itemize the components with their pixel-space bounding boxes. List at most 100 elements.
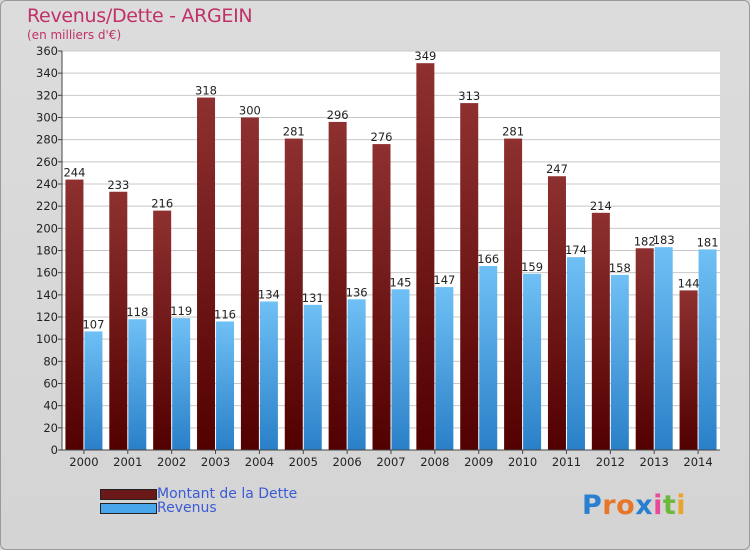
y-tick-label: 60 <box>43 377 58 391</box>
data-label-debt: 233 <box>107 178 129 192</box>
data-label-debt: 296 <box>327 108 349 122</box>
x-tick-label: 2000 <box>69 455 98 469</box>
x-tick-label: 2011 <box>552 455 581 469</box>
x-tick-label: 2013 <box>640 455 669 469</box>
x-tick-label: 2004 <box>245 455 274 469</box>
x-tick-label: 2005 <box>289 455 318 469</box>
chart-subtitle: (en milliers d'€) <box>27 28 122 42</box>
bar-revenue <box>391 289 410 450</box>
x-tick-label: 2007 <box>376 455 405 469</box>
bar-debt <box>416 63 435 451</box>
y-tick-label: 140 <box>36 288 58 302</box>
y-tick-label: 340 <box>36 66 58 80</box>
data-label-revenue: 134 <box>258 287 280 301</box>
bar-debt <box>240 117 259 450</box>
bar-revenue <box>259 301 278 450</box>
y-tick-label: 160 <box>36 266 58 280</box>
data-label-revenue: 118 <box>126 305 148 319</box>
data-label-debt: 300 <box>239 104 261 118</box>
data-label-debt: 144 <box>678 276 700 290</box>
bar-debt <box>504 138 523 450</box>
x-tick-label: 2002 <box>157 455 186 469</box>
y-tick-label: 220 <box>36 199 58 213</box>
logo-letter: P <box>582 490 603 521</box>
bar-debt <box>591 212 610 450</box>
bar-revenue <box>610 274 629 450</box>
y-tick-label: 240 <box>36 177 58 191</box>
data-label-revenue: 147 <box>433 273 455 287</box>
data-label-revenue: 158 <box>609 261 631 275</box>
proxiti-logo: Proxiti <box>582 490 686 521</box>
logo-letter: i <box>676 490 687 521</box>
bar-debt <box>547 176 566 450</box>
data-label-revenue: 166 <box>477 252 499 266</box>
x-tick-label: 2001 <box>113 455 142 469</box>
data-label-revenue: 136 <box>346 285 368 299</box>
legend-label-debt: Montant de la Dette <box>157 486 298 502</box>
y-tick-label: 260 <box>36 155 58 169</box>
bar-revenue <box>698 249 717 450</box>
x-tick-label: 2009 <box>464 455 493 469</box>
bar-debt <box>679 290 698 450</box>
data-label-debt: 182 <box>634 234 656 248</box>
y-tick-label: 80 <box>43 354 58 368</box>
data-label-revenue: 183 <box>653 233 675 247</box>
legend-swatch-revenue <box>100 503 157 514</box>
data-label-debt: 214 <box>590 199 612 213</box>
bar-revenue <box>523 273 542 450</box>
data-label-debt: 281 <box>283 125 305 139</box>
bar-revenue <box>303 304 322 450</box>
bar-revenue <box>84 331 103 450</box>
y-tick-label: 200 <box>36 221 58 235</box>
bar-debt <box>65 179 84 451</box>
bar-revenue <box>479 266 498 450</box>
x-tick-label: 2003 <box>201 455 230 469</box>
data-label-debt: 216 <box>151 197 173 211</box>
data-label-debt: 247 <box>546 162 568 176</box>
logo-letter: i <box>653 490 663 521</box>
legend-swatch-debt <box>100 489 157 500</box>
data-label-debt: 244 <box>63 166 85 180</box>
logo-letter: r <box>602 490 617 521</box>
y-tick-label: 100 <box>36 332 58 346</box>
y-tick-label: 280 <box>36 133 58 147</box>
bar-revenue <box>347 299 366 450</box>
bar-revenue <box>216 321 235 450</box>
bar-revenue <box>128 319 147 450</box>
bar-debt <box>372 144 391 450</box>
x-tick-label: 2014 <box>683 455 712 469</box>
bar-debt <box>197 97 216 451</box>
data-label-debt: 349 <box>414 49 436 63</box>
data-label-revenue: 107 <box>82 317 104 331</box>
y-tick-label: 320 <box>36 88 58 102</box>
y-tick-label: 360 <box>36 44 58 58</box>
data-label-revenue: 131 <box>302 291 324 305</box>
data-label-debt: 313 <box>458 89 480 103</box>
y-tick-label: 20 <box>43 421 58 435</box>
logo-letter: o <box>616 490 636 521</box>
data-label-debt: 281 <box>502 125 524 139</box>
bar-revenue <box>566 257 585 450</box>
bar-revenue <box>172 318 191 450</box>
data-label-revenue: 174 <box>565 243 587 257</box>
data-label-revenue: 181 <box>697 235 719 249</box>
chart-title: Revenus/Dette - ARGEIN <box>27 5 253 27</box>
bar-debt <box>153 210 172 450</box>
bar-revenue <box>654 247 673 450</box>
y-tick-label: 0 <box>51 443 58 457</box>
x-tick-label: 2010 <box>508 455 537 469</box>
bar-debt <box>635 248 654 450</box>
bar-debt <box>460 103 479 450</box>
y-tick-label: 180 <box>36 244 58 258</box>
data-label-revenue: 116 <box>214 307 236 321</box>
x-tick-label: 2012 <box>596 455 625 469</box>
x-tick-label: 2008 <box>420 455 449 469</box>
data-label-revenue: 145 <box>390 275 412 289</box>
data-label-debt: 276 <box>371 130 393 144</box>
legend-label-revenue: Revenus <box>157 500 217 516</box>
y-tick-label: 300 <box>36 111 58 125</box>
data-label-revenue: 119 <box>170 304 192 318</box>
y-tick-label: 120 <box>36 310 58 324</box>
bar-debt <box>328 121 347 450</box>
